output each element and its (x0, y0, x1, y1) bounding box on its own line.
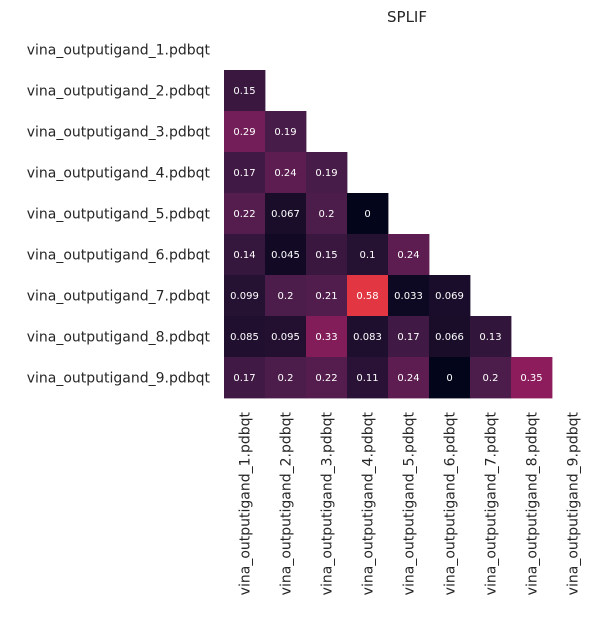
row-tick-label: vina_outputigand_9.pdbqt (27, 371, 211, 387)
heatmap-cell (224, 111, 266, 153)
heatmap-cell (306, 357, 348, 399)
heatmap-cell-label: 0.15 (233, 86, 255, 97)
heatmap-cell (265, 275, 307, 317)
row-tick-label: vina_outputigand_2.pdbqt (27, 84, 211, 100)
heatmap-cell (429, 275, 471, 317)
heatmap-cell-label: 0.22 (233, 209, 255, 220)
heatmap-cell-label: 0.17 (397, 332, 419, 343)
heatmap-cell-label: 0.066 (435, 332, 464, 343)
heatmap-cell-label: 0.045 (271, 250, 300, 261)
column-tick-label: vina_outputigand_6.pdbqt (443, 411, 459, 595)
heatmap-cell-label: 0.21 (315, 291, 337, 302)
chart-title: SPLIF (387, 8, 427, 26)
heatmap-cell-label: 0.069 (435, 291, 464, 302)
heatmap-cell (429, 316, 471, 358)
heatmap-cell (347, 357, 389, 399)
heatmap-cell (224, 70, 266, 112)
heatmap-cell-label: 0.29 (233, 127, 255, 138)
heatmap-cell (306, 152, 348, 194)
heatmap-cell (224, 234, 266, 276)
heatmap-cell (224, 152, 266, 194)
heatmap-cell (265, 193, 307, 235)
heatmap-cell-label: 0.15 (315, 250, 337, 261)
heatmap-cell-label: 0.1 (360, 250, 376, 261)
heatmap-cell-label: 0.033 (394, 291, 423, 302)
column-tick-label: vina_outputigand_1.pdbqt (238, 411, 254, 595)
heatmap-cell (429, 357, 471, 399)
heatmap-cell-label: 0.19 (315, 168, 337, 179)
heatmap-cell-label: 0.083 (353, 332, 382, 343)
heatmap-cell-label: 0.095 (271, 332, 300, 343)
heatmap-cell (347, 275, 389, 317)
heatmap-cell (388, 316, 430, 358)
heatmap-cell-label: 0.2 (319, 209, 335, 220)
heatmap-cell (347, 193, 389, 235)
heatmap-cell (388, 234, 430, 276)
row-tick-labels: vina_outputigand_1.pdbqt vina_outputigand… (27, 43, 211, 387)
row-tick-label: vina_outputigand_8.pdbqt (27, 330, 211, 346)
heatmap-cell (388, 357, 430, 399)
column-tick-label: vina_outputigand_4.pdbqt (361, 411, 377, 595)
heatmap-cell-label: 0.11 (356, 373, 378, 384)
heatmap-cell-label: 0.085 (230, 332, 259, 343)
heatmap-cell (224, 275, 266, 317)
row-tick-label: vina_outputigand_6.pdbqt (27, 248, 211, 264)
heatmap-cell-labels: 0.15 0.29 0.19 0.17 0.24 0.19 0.22 0.067 0.2 0 0.1… (230, 86, 542, 384)
heatmap-cell-label: 0.2 (483, 373, 499, 384)
column-tick-label: vina_outputigand_3.pdbqt (320, 411, 336, 595)
column-tick-labels: vina_outputigand_1.pdbqt vina_outputigand… (238, 411, 582, 595)
heatmap-cell (265, 152, 307, 194)
row-tick-label: vina_outputigand_1.pdbqt (27, 43, 211, 59)
heatmap-cell-label: 0.17 (233, 168, 255, 179)
heatmap-cell-label: 0.22 (315, 373, 337, 384)
heatmap-cell (265, 234, 307, 276)
heatmap-cell-label: 0.099 (230, 291, 259, 302)
column-tick-label: vina_outputigand_9.pdbqt (566, 411, 582, 595)
heatmap-cell (470, 357, 512, 399)
heatmap-cells (224, 70, 553, 399)
row-tick-label: vina_outputigand_5.pdbqt (27, 207, 211, 223)
column-tick-label: vina_outputigand_5.pdbqt (402, 411, 418, 595)
heatmap-cell (511, 357, 553, 399)
heatmap-cell (347, 316, 389, 358)
row-tick-label: vina_outputigand_7.pdbqt (27, 289, 211, 305)
heatmap-cell (470, 316, 512, 358)
heatmap-cell (388, 275, 430, 317)
heatmap-cell (306, 275, 348, 317)
heatmap-cell-label: 0.13 (479, 332, 501, 343)
heatmap-cell-label: 0.17 (233, 373, 255, 384)
heatmap-cell (265, 357, 307, 399)
heatmap-cell-label: 0.2 (278, 373, 294, 384)
heatmap-cell (265, 111, 307, 153)
heatmap-cell (306, 316, 348, 358)
heatmap-cell-label: 0 (364, 209, 370, 220)
heatmap-cell (224, 193, 266, 235)
heatmap-cell-label: 0.35 (520, 373, 542, 384)
column-tick-label: vina_outputigand_8.pdbqt (525, 411, 541, 595)
heatmap-cell-label: 0.24 (397, 373, 419, 384)
heatmap-cell (224, 357, 266, 399)
heatmap-cell (265, 316, 307, 358)
heatmap-cell (224, 316, 266, 358)
heatmap-cell-label: 0 (446, 373, 452, 384)
heatmap-cell-label: 0.24 (274, 168, 296, 179)
heatmap-cell (306, 234, 348, 276)
heatmap-cell-label: 0.067 (271, 209, 300, 220)
column-tick-label: vina_outputigand_2.pdbqt (279, 411, 295, 595)
heatmap-cell-label: 0.14 (233, 250, 255, 261)
heatmap-cell-label: 0.58 (356, 291, 378, 302)
heatmap-cell-label: 0.24 (397, 250, 419, 261)
column-tick-label: vina_outputigand_7.pdbqt (484, 411, 500, 595)
heatmap-cell-label: 0.33 (315, 332, 337, 343)
heatmap-cell (347, 234, 389, 276)
row-tick-label: vina_outputigand_3.pdbqt (27, 125, 211, 141)
heatmap-cell (306, 193, 348, 235)
heatmap-cell-label: 0.19 (274, 127, 296, 138)
heatmap-cell-label: 0.2 (278, 291, 294, 302)
row-tick-label: vina_outputigand_4.pdbqt (27, 166, 211, 182)
